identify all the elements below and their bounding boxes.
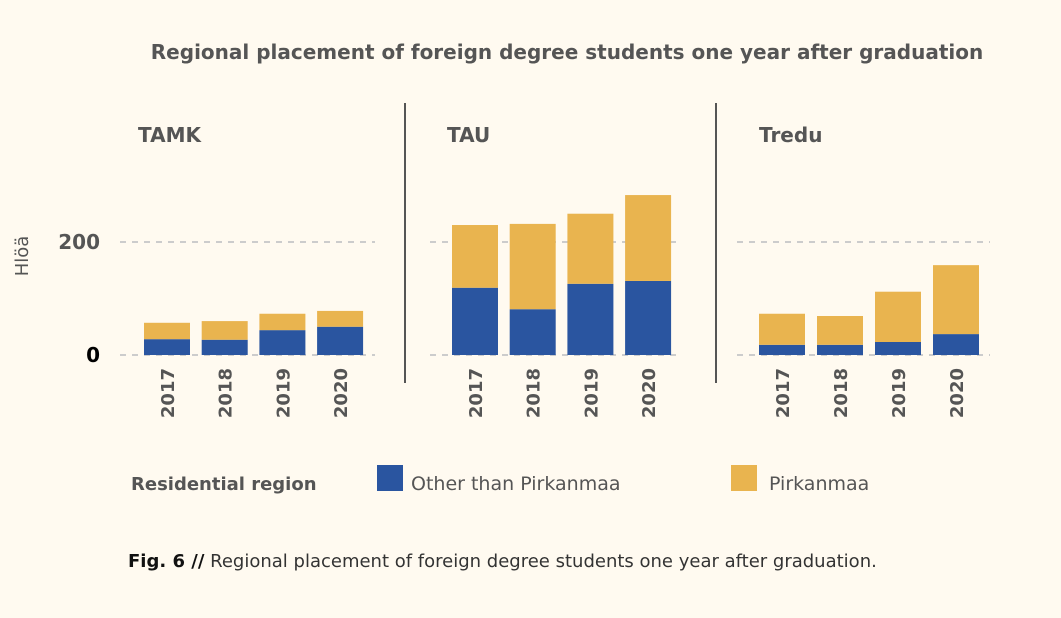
bar-segment bbox=[625, 195, 672, 281]
bar-segment bbox=[875, 342, 921, 355]
y-tick-label: 200 bbox=[58, 230, 100, 254]
chart-title: Regional placement of foreign degree stu… bbox=[151, 40, 983, 64]
panel-title: TAMK bbox=[138, 123, 202, 147]
bar-segment bbox=[509, 309, 556, 355]
bar-segment bbox=[317, 310, 364, 327]
legend-title: Residential region bbox=[131, 474, 317, 495]
bar-segment bbox=[817, 344, 863, 355]
bar-segment bbox=[317, 326, 364, 355]
bar-segment bbox=[933, 265, 979, 335]
bar-segment bbox=[201, 339, 248, 355]
bar-segment bbox=[201, 321, 248, 340]
bar-segment bbox=[933, 334, 979, 355]
legend-swatch bbox=[731, 465, 757, 491]
bar-segment bbox=[625, 280, 672, 355]
x-tick-label: 2017 bbox=[466, 368, 487, 418]
bar-segment bbox=[259, 330, 306, 355]
bar-segment bbox=[452, 287, 498, 355]
legend-label: Pirkanmaa bbox=[769, 473, 869, 495]
x-tick-label: 2017 bbox=[158, 368, 179, 418]
legend-label: Other than Pirkanmaa bbox=[411, 473, 620, 495]
bar-segment bbox=[567, 213, 614, 284]
bar-segment bbox=[759, 313, 805, 345]
bar-segment bbox=[875, 291, 921, 343]
x-tick-label: 2020 bbox=[947, 368, 968, 418]
bar-segment bbox=[817, 316, 863, 345]
panel-title: Tredu bbox=[759, 123, 822, 147]
x-tick-label: 2018 bbox=[831, 368, 852, 418]
bar-segment bbox=[144, 322, 190, 340]
bar-segment bbox=[509, 223, 556, 310]
caption-label: Fig. 6 // bbox=[128, 551, 205, 572]
x-tick-label: 2020 bbox=[639, 368, 660, 418]
caption-text: Regional placement of foreign degree stu… bbox=[210, 551, 877, 572]
x-tick-label: 2018 bbox=[524, 368, 545, 418]
panel-title: TAU bbox=[447, 123, 490, 147]
bar-segment bbox=[759, 344, 805, 355]
x-tick-label: 2017 bbox=[773, 368, 794, 418]
x-tick-label: 2018 bbox=[216, 368, 237, 418]
bar-segment bbox=[259, 313, 306, 331]
x-tick-label: 2019 bbox=[273, 368, 294, 418]
caption: Fig. 6 // Regional placement of foreign … bbox=[128, 551, 877, 572]
x-tick-label: 2019 bbox=[889, 368, 910, 418]
bar-segment bbox=[567, 283, 614, 355]
legend-swatch bbox=[377, 465, 403, 491]
bar-segment bbox=[452, 225, 498, 288]
x-tick-label: 2020 bbox=[331, 368, 352, 418]
x-tick-label: 2019 bbox=[581, 368, 602, 418]
y-axis-label: Hlöä bbox=[12, 236, 33, 277]
bar-segment bbox=[144, 339, 190, 355]
y-tick-label: 0 bbox=[86, 343, 100, 367]
